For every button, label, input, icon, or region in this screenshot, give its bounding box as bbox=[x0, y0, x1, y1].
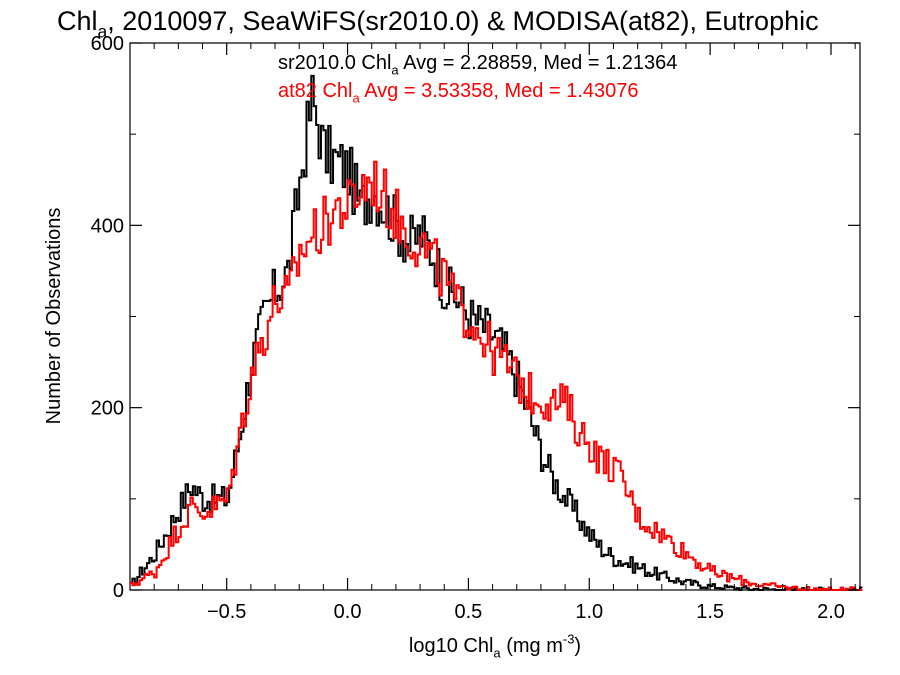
y-tick-label: 200 bbox=[91, 398, 124, 420]
series-line-black bbox=[130, 74, 863, 591]
y-tick-label: 0 bbox=[113, 580, 124, 602]
plot-frame bbox=[129, 42, 861, 591]
chart-title: Chla, 2010097, SeaWiFS(sr2010.0) & MODIS… bbox=[57, 6, 819, 42]
axes-layer: −0.5 0.0 0.5 1.0 1.5 2.0 0 200 400 600 bbox=[91, 33, 860, 623]
x-tick-label: 0.0 bbox=[334, 601, 362, 623]
x-tick-label: 2.0 bbox=[817, 601, 845, 623]
annotation-layer: sr2010.0 Chla Avg = 2.28859, Med = 1.213… bbox=[278, 52, 677, 106]
y-axis-label: Number of Observations bbox=[43, 208, 65, 425]
x-tick-label: 1.5 bbox=[696, 601, 724, 623]
series-layer bbox=[130, 74, 863, 591]
annotation-sr2010: sr2010.0 Chla Avg = 2.28859, Med = 1.213… bbox=[278, 52, 677, 78]
y-tick-label: 400 bbox=[91, 215, 124, 237]
x-tick-label: −0.5 bbox=[207, 601, 246, 623]
series-line-red bbox=[130, 160, 863, 591]
y-tick-label: 600 bbox=[91, 33, 124, 55]
annotation-at82: at82 Chla Avg = 3.53358, Med = 1.43076 bbox=[278, 80, 638, 106]
x-tick-label: 0.5 bbox=[455, 601, 483, 623]
x-axis-label: log10 Chla (mg m-3) bbox=[409, 632, 581, 661]
x-tick-label: 1.0 bbox=[575, 601, 603, 623]
